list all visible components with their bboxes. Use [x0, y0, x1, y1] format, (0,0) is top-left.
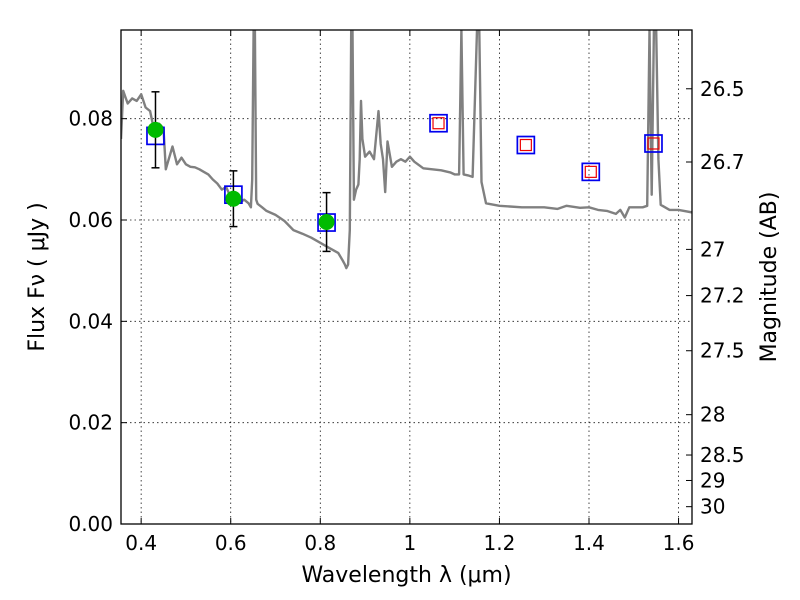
x-tick-label: 0.6: [215, 531, 247, 555]
y2-tick-label: 28: [700, 403, 725, 427]
x-tick-label: 1.4: [573, 531, 605, 555]
x-tick-label: 1.2: [484, 531, 516, 555]
y2-tick-label: 26.5: [700, 77, 745, 101]
y2-tick-label: 30: [700, 495, 725, 519]
observed-flux-point: [147, 121, 164, 138]
y2-tick-label: 27.5: [700, 339, 745, 363]
x-tick-label: 1: [403, 531, 416, 555]
observed-flux-point: [225, 190, 242, 207]
y-tick-label: 0.04: [68, 309, 113, 333]
model-flux-box-nir: [516, 135, 536, 155]
y-tick-label: 0.00: [68, 512, 113, 536]
y-tick-label: 0.06: [68, 208, 113, 232]
model-flux-box-inner: [432, 117, 445, 130]
model-flux-box-inner: [584, 165, 597, 178]
x-tick-label: 0.8: [304, 531, 336, 555]
model-flux-box-inner: [519, 138, 532, 152]
grid-lines: [121, 30, 692, 525]
x-tick-label: 0.4: [125, 531, 157, 555]
model-flux-box-inner: [647, 137, 660, 150]
x-tick-label: 1.6: [663, 531, 695, 555]
y2-tick-label: 28.5: [700, 443, 745, 467]
y2-axis-title: Magnitude (AB): [757, 192, 782, 363]
y-axis-title: Flux Fν ( μJy ): [25, 202, 50, 351]
y2-tick-label: 26.7: [700, 150, 745, 174]
axis-ticks: 0.4 0.6 0.8 1 1.2 1.4 1.6 0.00 0.02 0.04 0.06 0.08 2…: [68, 30, 745, 555]
y2-tick-label: 29: [700, 468, 725, 492]
x-axis-title: Wavelength λ (μm): [301, 563, 511, 588]
plot-area: [121, 30, 692, 270]
y-tick-label: 0.02: [68, 411, 113, 435]
observed-flux-point: [318, 214, 335, 231]
template-sed-line: [121, 30, 692, 270]
model-flux-box-nir: [429, 113, 448, 133]
y2-tick-label: 27.2: [700, 284, 745, 308]
y-tick-label: 0.08: [68, 107, 113, 131]
y2-tick-label: 27: [700, 237, 725, 261]
plot-frame: [120, 29, 693, 525]
model-flux-box-nir: [644, 134, 663, 153]
model-flux-box-nir: [581, 162, 601, 182]
